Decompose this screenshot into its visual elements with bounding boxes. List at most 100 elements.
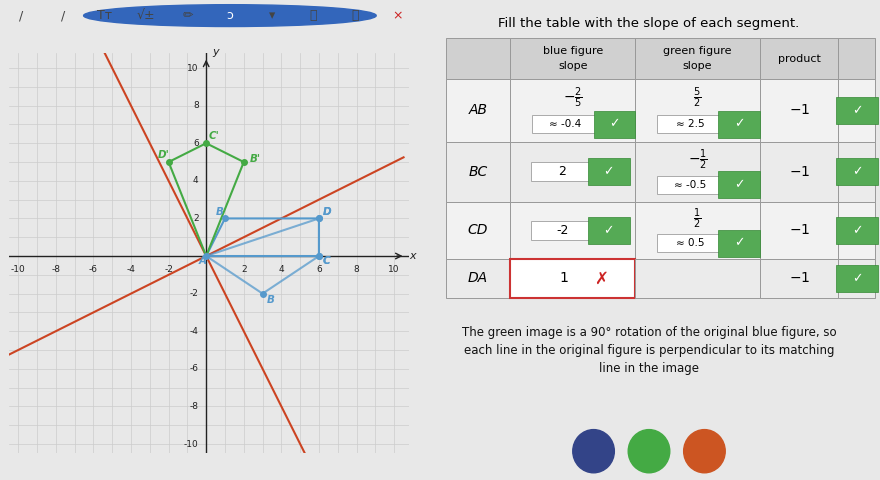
Bar [446, 259, 510, 298]
Bar [836, 217, 877, 244]
Bar [836, 158, 877, 185]
Text: ✗: ✗ [593, 269, 607, 288]
Bar [510, 38, 635, 79]
Text: 6: 6 [193, 139, 199, 148]
Text: 2: 2 [193, 214, 199, 223]
Text: 2: 2 [241, 265, 246, 275]
Text: AB: AB [468, 103, 488, 118]
Text: CD: CD [468, 223, 488, 238]
Text: x: x [409, 251, 416, 261]
Text: D: D [323, 207, 332, 216]
Bar [760, 142, 839, 202]
Text: ✓: ✓ [734, 118, 744, 131]
Bar [635, 259, 760, 298]
Circle shape [628, 430, 670, 473]
Text: 4: 4 [193, 176, 199, 185]
Text: 2: 2 [559, 165, 567, 178]
Text: ⌢: ⌢ [310, 9, 318, 22]
Bar [839, 142, 876, 202]
Text: -2: -2 [165, 265, 173, 275]
Text: 8: 8 [193, 101, 199, 110]
Text: Tт: Tт [97, 9, 112, 22]
Text: -4: -4 [127, 265, 136, 275]
Text: -6: -6 [190, 364, 199, 373]
Bar [718, 229, 760, 256]
Text: ✓: ✓ [852, 104, 862, 117]
Text: ✓: ✓ [604, 165, 614, 178]
Text: ≈ -0.5: ≈ -0.5 [674, 180, 707, 190]
Bar [718, 111, 760, 138]
Text: ×: × [392, 9, 402, 22]
Bar [510, 202, 635, 259]
Text: The green image is a 90° rotation of the original blue figure, so
each line in t: The green image is a 90° rotation of the… [462, 326, 836, 375]
Bar [718, 171, 760, 198]
Text: Fill the table with the slope of each segment.: Fill the table with the slope of each se… [498, 17, 800, 30]
Text: ≈ 0.5: ≈ 0.5 [676, 238, 704, 248]
Text: BC: BC [468, 165, 488, 179]
Bar [594, 111, 635, 138]
Text: D': D' [158, 150, 169, 160]
Text: 10: 10 [388, 265, 400, 275]
Bar [839, 259, 876, 298]
Bar [532, 115, 606, 133]
Bar [656, 176, 730, 194]
Text: /: / [61, 9, 65, 22]
Text: /: / [18, 9, 23, 22]
Text: ✓: ✓ [734, 237, 744, 250]
Bar [446, 79, 510, 142]
Text: ⌢: ⌢ [351, 9, 359, 22]
Text: $-\frac{2}{5}$: $-\frac{2}{5}$ [563, 86, 583, 110]
Text: $-1$: $-1$ [788, 223, 810, 238]
Bar [635, 142, 760, 202]
Text: slope: slope [558, 61, 588, 72]
Bar [760, 202, 839, 259]
Text: D: D [323, 207, 332, 216]
Text: green figure: green figure [664, 46, 732, 56]
Text: $-1$: $-1$ [788, 165, 810, 179]
Text: y: y [212, 47, 218, 57]
Bar [446, 142, 510, 202]
Bar [446, 38, 510, 79]
Text: -10: -10 [11, 265, 26, 275]
Text: C: C [323, 255, 330, 265]
Text: -4: -4 [190, 327, 199, 336]
Text: C': C' [209, 132, 220, 142]
Text: B: B [267, 295, 275, 305]
Text: B': B' [249, 154, 260, 164]
Text: ✓: ✓ [852, 224, 862, 237]
Text: -8: -8 [51, 265, 61, 275]
Text: $-\frac{1}{2}$: $-\frac{1}{2}$ [687, 147, 708, 172]
Bar [532, 162, 600, 180]
Text: -6: -6 [89, 265, 98, 275]
Bar [635, 202, 760, 259]
Bar [839, 202, 876, 259]
Bar [836, 97, 877, 124]
Text: ✏: ✏ [183, 9, 194, 22]
Text: ✓: ✓ [852, 272, 862, 285]
Text: -2: -2 [556, 224, 568, 237]
Text: $\frac{5}{2}$: $\frac{5}{2}$ [693, 86, 701, 110]
Text: DA: DA [468, 271, 488, 286]
Text: 4: 4 [279, 265, 284, 275]
Text: -8: -8 [190, 402, 199, 411]
Text: √±: √± [137, 9, 156, 22]
Bar [446, 202, 510, 259]
Bar [839, 79, 876, 142]
Bar [532, 221, 600, 240]
Text: ▾: ▾ [268, 9, 275, 22]
Text: slope: slope [683, 61, 712, 72]
Bar [760, 79, 839, 142]
Text: ≈ 2.5: ≈ 2.5 [676, 119, 704, 129]
Text: blue figure: blue figure [543, 46, 603, 56]
Text: 8: 8 [354, 265, 359, 275]
Bar [635, 38, 760, 79]
Text: product: product [778, 54, 820, 64]
Text: ≈ -0.4: ≈ -0.4 [549, 119, 582, 129]
Text: $-1$: $-1$ [788, 271, 810, 286]
Text: 6: 6 [316, 265, 322, 275]
Text: $-1$: $-1$ [788, 103, 810, 118]
Text: ✓: ✓ [734, 178, 744, 192]
Text: A: A [199, 255, 207, 265]
Text: B: B [216, 207, 224, 216]
Bar [510, 142, 635, 202]
